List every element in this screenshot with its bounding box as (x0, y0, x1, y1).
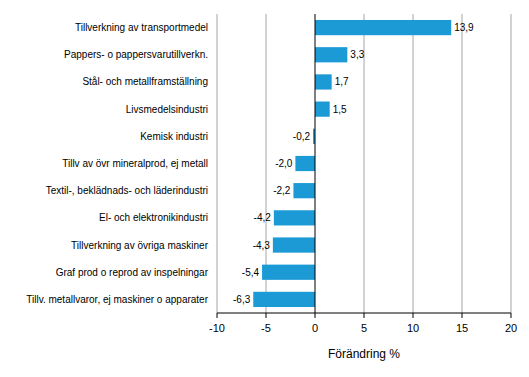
tick-mark (364, 313, 365, 318)
bars (253, 20, 451, 307)
category-label: Pappers- o pappersvarutillverkn. (64, 49, 208, 60)
bar (293, 183, 315, 198)
category-label: Livsmedelsindustri (126, 104, 208, 115)
tick-label: 10 (407, 322, 419, 334)
grid-line (413, 14, 414, 313)
data-label: -4,3 (253, 240, 271, 251)
bar (315, 47, 347, 62)
data-label: 1,7 (335, 76, 349, 87)
tick-label: 15 (456, 322, 468, 334)
bar (274, 210, 315, 225)
data-label: -2,0 (275, 158, 293, 169)
category-label: Stål- och metallframställning (82, 76, 208, 87)
tick-mark (413, 313, 414, 318)
data-label: 13,9 (454, 22, 474, 33)
bar (262, 265, 315, 280)
tick-label: -5 (261, 322, 271, 334)
bar (315, 102, 330, 117)
bar (295, 156, 315, 171)
tick-label: 0 (312, 322, 318, 334)
tick-label: 5 (361, 322, 367, 334)
category-label: Tillv av övr mineralprod, ej metall (62, 158, 208, 169)
tick-mark (462, 313, 463, 318)
axis-title: Förändring % (328, 347, 400, 361)
category-label: Graf prod o reprod av inspelningar (56, 267, 209, 278)
data-label: -6,3 (233, 294, 251, 305)
zero-line (315, 14, 316, 313)
data-label: 3,3 (350, 49, 364, 60)
data-label: -2,2 (273, 185, 291, 196)
tick-label: -10 (209, 322, 225, 334)
x-axis (217, 313, 511, 314)
category-label: Tillverkning av transportmedel (75, 22, 208, 33)
category-label: Textil-, beklädnads- och läderindustri (46, 185, 208, 196)
bar (253, 292, 315, 307)
category-label: Kemisk industri (140, 131, 208, 142)
category-label: El- och elektronikindustri (99, 212, 208, 223)
bar (273, 237, 315, 252)
data-label: -5,4 (242, 267, 260, 278)
grid-line (217, 14, 218, 313)
bar (315, 74, 332, 89)
data-label: -0,2 (293, 131, 311, 142)
data-label: 1,5 (333, 104, 347, 115)
tick-label: 20 (505, 322, 517, 334)
data-label: -4,2 (254, 212, 272, 223)
tick-mark (511, 313, 512, 318)
category-label: Tillverkning av övriga maskiner (71, 240, 209, 251)
chart: -10 -5 0 5 10 15 20 Tillverkning av transportme… (0, 0, 529, 377)
category-label: Tillv. metallvaror, ej maskiner o appara… (26, 294, 208, 305)
grid-line (462, 14, 463, 313)
tick-mark (266, 313, 267, 318)
grid-line (511, 14, 512, 313)
bar (315, 20, 451, 35)
tick-mark (217, 313, 218, 318)
tick-mark (315, 313, 316, 318)
